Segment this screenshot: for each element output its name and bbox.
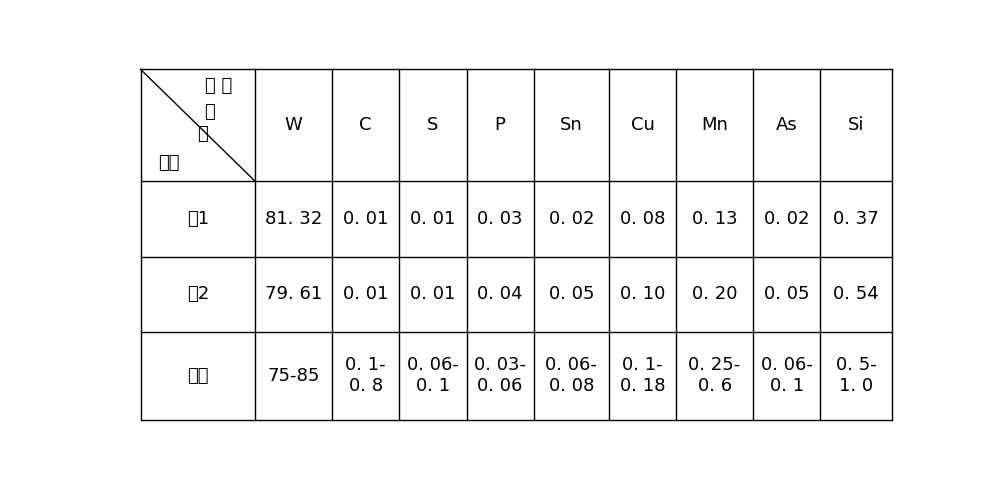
Text: W: W [285,116,302,135]
Text: 81. 32: 81. 32 [265,210,322,228]
Text: 0. 05: 0. 05 [549,286,594,303]
Text: 0. 06-
0. 1: 0. 06- 0. 1 [407,356,459,395]
Text: 0. 02: 0. 02 [549,210,594,228]
Text: 例2: 例2 [187,286,209,303]
Text: 0. 08: 0. 08 [620,210,665,228]
Text: 0. 01: 0. 01 [343,210,388,228]
Text: 0. 54: 0. 54 [833,286,879,303]
Text: 0. 10: 0. 10 [620,286,665,303]
Text: 0. 03-
0. 06: 0. 03- 0. 06 [474,356,526,395]
Text: 0. 04: 0. 04 [477,286,523,303]
Text: 0. 03: 0. 03 [477,210,523,228]
Text: Cu: Cu [631,116,655,135]
Text: 0. 05: 0. 05 [764,286,809,303]
Text: 0. 01: 0. 01 [410,210,456,228]
Text: 0. 5-
1. 0: 0. 5- 1. 0 [836,356,877,395]
Text: 名: 名 [204,103,215,121]
Text: 0. 1-
0. 8: 0. 1- 0. 8 [345,356,386,395]
Text: 国标: 国标 [187,367,209,385]
Text: 0. 1-
0. 18: 0. 1- 0. 18 [620,356,665,395]
Text: Mn: Mn [701,116,728,135]
Text: 产品: 产品 [158,154,180,172]
Text: 称: 称 [197,125,208,143]
Text: 0. 13: 0. 13 [692,210,737,228]
Text: 0. 06-
0. 08: 0. 06- 0. 08 [545,356,597,395]
Text: P: P [495,116,506,135]
Text: 75-85: 75-85 [267,367,320,385]
Text: 0. 37: 0. 37 [833,210,879,228]
Text: 0. 25-
0. 6: 0. 25- 0. 6 [688,356,741,395]
Text: C: C [359,116,372,135]
Text: Si: Si [848,116,864,135]
Text: 0. 06-
0. 1: 0. 06- 0. 1 [761,356,813,395]
Text: 0. 01: 0. 01 [343,286,388,303]
Text: 0. 20: 0. 20 [692,286,737,303]
Text: 79. 61: 79. 61 [265,286,322,303]
Text: 元 素: 元 素 [205,77,232,95]
Text: 0. 01: 0. 01 [410,286,456,303]
Text: As: As [776,116,797,135]
Text: Sn: Sn [560,116,583,135]
Text: 0. 02: 0. 02 [764,210,809,228]
Text: 例1: 例1 [187,210,209,228]
Text: S: S [427,116,439,135]
